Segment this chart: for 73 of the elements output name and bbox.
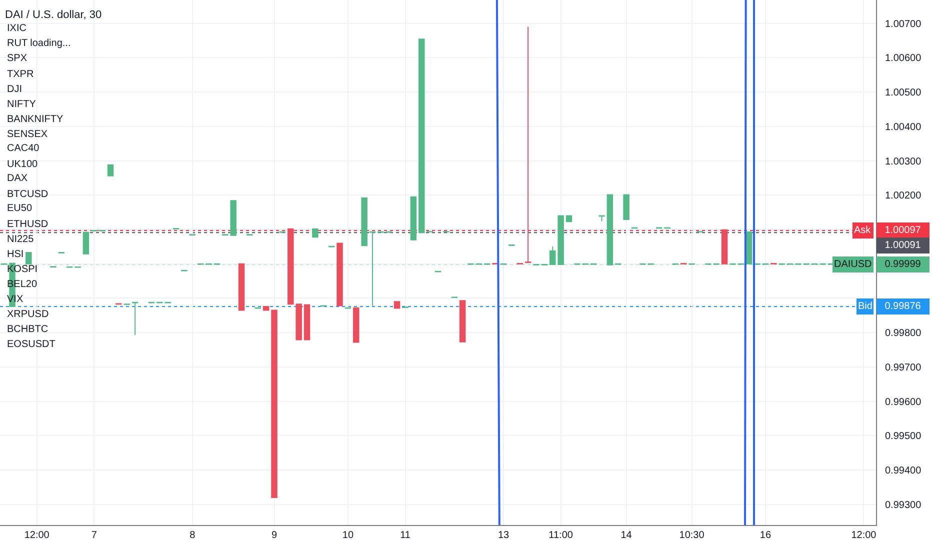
y-tick-label: 0.99600 bbox=[885, 396, 922, 408]
y-tick-label: 0.99700 bbox=[885, 362, 922, 374]
text: DAI / U.S. dollar, 30 bbox=[5, 8, 102, 21]
x-tick-label: 8 bbox=[190, 530, 196, 541]
candlestick bbox=[361, 197, 368, 246]
candlestick bbox=[598, 215, 605, 222]
x-tick-label: 11 bbox=[400, 530, 411, 541]
annotation: BCHBTC bbox=[7, 324, 48, 335]
annotation: BTCUSD bbox=[7, 189, 48, 200]
annotation: SPX bbox=[7, 53, 28, 64]
y-tick-label: 0.99500 bbox=[885, 431, 922, 442]
y-tick-label: 0.99999 bbox=[884, 259, 922, 270]
annotation: ETHUSD bbox=[7, 219, 48, 230]
candlestick bbox=[336, 242, 343, 306]
candlestick bbox=[369, 231, 376, 306]
annotation: DAX bbox=[7, 173, 28, 184]
candlestick bbox=[132, 302, 138, 336]
annotation: IXIC bbox=[7, 23, 26, 34]
annotation: DJI bbox=[7, 84, 22, 95]
candlestick bbox=[721, 229, 728, 264]
x-tick-label: 10 bbox=[342, 530, 354, 541]
y-tick-label: 0.99400 bbox=[885, 466, 922, 477]
annotation: NIFTY bbox=[7, 99, 36, 110]
annotation: BANKNIFTY bbox=[7, 114, 64, 125]
annotation: HSI bbox=[7, 249, 24, 260]
y-tick-label: 1.00200 bbox=[885, 190, 922, 202]
x-tick-label: 16 bbox=[760, 530, 772, 541]
x-tick-label: 7 bbox=[91, 530, 98, 541]
y-tick-label: 1.00400 bbox=[885, 122, 922, 133]
x-tick-label: 12:00 bbox=[851, 530, 877, 541]
y-tick-label: 1.00300 bbox=[885, 156, 922, 168]
candlestick bbox=[459, 300, 466, 342]
annotation: TXPR bbox=[7, 69, 34, 80]
x-tick-label: 13 bbox=[498, 530, 510, 541]
candlestick bbox=[558, 215, 564, 266]
x-tick-label: 14 bbox=[620, 530, 632, 541]
annotation: XRPUSD bbox=[7, 309, 49, 320]
y-tick-label: 0.99300 bbox=[885, 500, 922, 511]
y-tick-label: 0.99876 bbox=[884, 301, 922, 312]
candlestick bbox=[623, 194, 630, 220]
annotation: SENSEX bbox=[7, 129, 48, 140]
y-tick-label: 0.99800 bbox=[885, 328, 922, 340]
ref-line-label: Bid bbox=[858, 301, 872, 312]
candlestick bbox=[312, 228, 318, 238]
y-tick-label: 1.00500 bbox=[885, 88, 922, 99]
y-tick-label: 1.00600 bbox=[885, 53, 922, 64]
annotation: CAC40 bbox=[7, 143, 40, 154]
candlestick bbox=[26, 252, 32, 264]
x-tick-label: 10:30 bbox=[679, 530, 705, 541]
y-tick-label: 1.00097 bbox=[884, 225, 922, 236]
x-tick-label: 9 bbox=[271, 530, 278, 541]
candlestick bbox=[394, 301, 400, 309]
x-tick-label: 12:00 bbox=[24, 530, 50, 541]
annotation: NI225 bbox=[7, 234, 34, 245]
annotation: EOSUSDT bbox=[7, 339, 56, 350]
candlestick bbox=[82, 232, 90, 254]
candlestick bbox=[410, 196, 417, 240]
candlestick bbox=[304, 304, 310, 340]
candlestick bbox=[353, 307, 360, 343]
candlestick bbox=[262, 306, 270, 311]
annotation: UK100 bbox=[7, 159, 38, 170]
candlestick bbox=[524, 26, 532, 263]
candlestick bbox=[606, 194, 614, 266]
ref-line-label: Ask bbox=[854, 225, 872, 236]
y-tick-label: 1.00700 bbox=[885, 18, 922, 30]
x-tick-label: 11:00 bbox=[548, 530, 574, 541]
candlestick bbox=[550, 246, 556, 266]
candlestick bbox=[238, 263, 245, 311]
annotation: EU50 bbox=[7, 203, 32, 214]
candlestick bbox=[107, 164, 114, 176]
ref-line-label: 1.00091 bbox=[884, 240, 922, 251]
ref-line-label: DAIUSD bbox=[834, 259, 872, 270]
annotation: RUT loading... bbox=[7, 38, 71, 49]
